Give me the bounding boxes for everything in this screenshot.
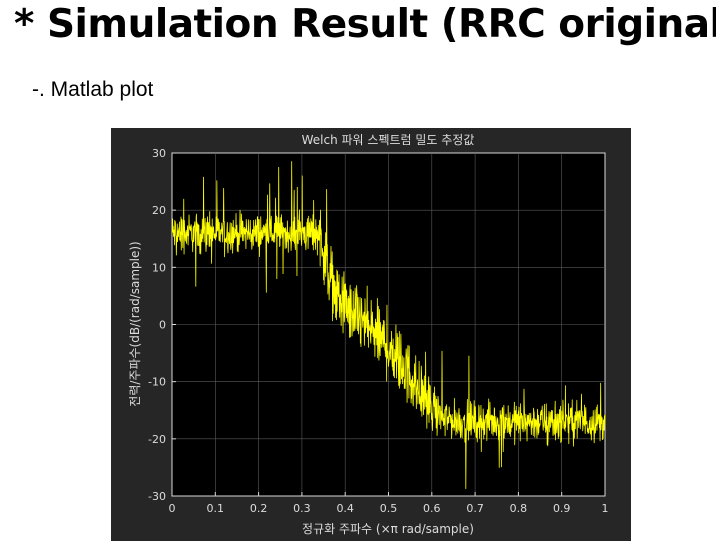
y-tick-label: 10 <box>152 261 166 274</box>
tick-labels: 0 0.1 0.2 0.3 0.4 0.5 0.6 0.7 0.8 0.9 1 -30 -20 -10 0 1… <box>148 147 608 515</box>
x-tick-label: 0.5 <box>380 502 398 515</box>
slide-subtitle: -. Matlab plot <box>32 78 154 101</box>
x-tick-label: 1 <box>602 502 609 515</box>
x-tick-label: 0.1 <box>207 502 225 515</box>
matlab-figure: 0 0.1 0.2 0.3 0.4 0.5 0.6 0.7 0.8 0.9 1 -30 -20 -10 0 1… <box>111 128 631 541</box>
y-axis-label: 전력/주파수(dB/(rad/sample)) <box>128 241 142 406</box>
x-tick-label: 0.8 <box>510 502 528 515</box>
slide-title: * Simulation Result (RRC original) <box>14 2 716 47</box>
y-tick-label: 30 <box>152 147 166 160</box>
data-layer <box>171 161 606 490</box>
y-tick-label: -20 <box>148 433 166 446</box>
psd-series-line <box>171 161 606 490</box>
x-tick-label: 0.9 <box>553 502 571 515</box>
x-axis-label: 정규화 주파수 (×π rad/sample) <box>302 522 474 536</box>
x-tick-label: 0 <box>169 502 176 515</box>
x-tick-label: 0.2 <box>250 502 268 515</box>
x-tick-label: 0.7 <box>466 502 484 515</box>
chart-title: Welch 파워 스펙트럼 밀도 추정값 <box>302 133 475 147</box>
x-tick-label: 0.3 <box>293 502 311 515</box>
y-tick-label: 0 <box>159 319 166 332</box>
psd-chart: 0 0.1 0.2 0.3 0.4 0.5 0.6 0.7 0.8 0.9 1 -30 -20 -10 0 1… <box>111 128 631 541</box>
y-tick-label: -30 <box>148 490 166 503</box>
x-tick-label: 0.6 <box>423 502 441 515</box>
x-tick-label: 0.4 <box>336 502 354 515</box>
y-tick-label: -10 <box>148 376 166 389</box>
y-tick-label: 20 <box>152 204 166 217</box>
